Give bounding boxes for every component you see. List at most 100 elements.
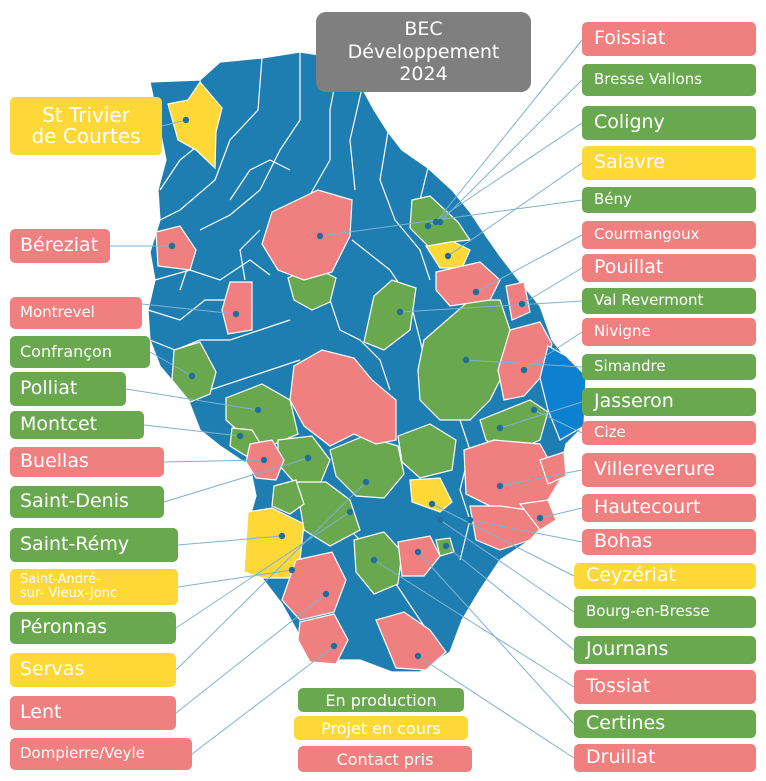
leader-line: [175, 511, 351, 629]
commune-bereziat: [155, 225, 197, 271]
leader-lines: [110, 39, 583, 759]
marker-dot: [462, 356, 470, 364]
label-servas: Servas: [10, 653, 176, 687]
marker-dot: [370, 556, 378, 564]
label-foissiat: Foissiat: [582, 22, 756, 56]
label-buellas: Buellas: [10, 447, 164, 477]
leader-line: [177, 569, 293, 588]
marker-dot: [428, 500, 436, 508]
leader-line: [399, 300, 583, 313]
commune-ceyzeriat: [409, 477, 453, 513]
leader-line: [175, 481, 367, 671]
commune-courmangoux: [435, 261, 501, 307]
label-pouillat: Pouillat: [582, 254, 756, 282]
marker-dot: [496, 482, 504, 490]
commune-dompierre: [297, 613, 349, 665]
label-polliat: Polliat: [10, 372, 126, 406]
marker-dot: [362, 478, 370, 486]
commune-saint-remy: [271, 479, 305, 515]
leader-line: [439, 79, 583, 223]
leader-line: [163, 459, 265, 463]
commune-montrevel: [221, 281, 253, 335]
leader-line: [319, 199, 583, 237]
commune-east-blue: [539, 345, 587, 441]
label-dompierre: Dompierre/Veyle: [10, 738, 192, 770]
label-confrancon: Confrançon: [10, 336, 150, 368]
label-certines: Certines: [574, 710, 756, 738]
leader-line: [539, 507, 583, 519]
marker-dot: [530, 406, 538, 414]
leader-line: [445, 545, 575, 651]
marker-dot: [518, 300, 526, 308]
leader-line: [533, 409, 583, 434]
label-saint-andre: Saint-André- sur- Vieux-Jonc: [10, 569, 178, 605]
commune-val-revermont-west: [363, 279, 417, 351]
commune-nivigne: [497, 321, 553, 401]
label-bresse-vallons: Bresse Vallons: [582, 64, 756, 96]
marker-dot: [236, 432, 244, 440]
label-jasseron: Jasseron: [582, 388, 756, 416]
marker-dot: [520, 366, 528, 374]
marker-dot: [414, 652, 422, 660]
marker-dot: [442, 542, 450, 550]
leader-line: [465, 359, 583, 368]
title-line-3: 2024: [399, 63, 448, 86]
marker-dot: [436, 218, 444, 226]
label-bourg-en-bresse: Bourg-en-Bresse: [574, 596, 756, 628]
marker-dot: [254, 406, 262, 414]
label-journans: Journans: [574, 636, 756, 664]
label-montrevel: Montrevel: [10, 297, 142, 329]
title-line-1: BEC: [404, 17, 443, 40]
label-peronnas: Péronnas: [10, 612, 176, 644]
leader-line: [469, 519, 583, 543]
commune-druillat: [375, 611, 447, 671]
label-bereziat: Béreziat: [10, 229, 110, 263]
leader-line: [475, 234, 583, 293]
marker-dot: [396, 308, 404, 316]
leader-line: [191, 645, 335, 755]
marker-dot: [436, 516, 444, 524]
marker-dot: [188, 372, 196, 380]
label-beny: Bény: [582, 187, 756, 213]
label-salavre: Salavre: [582, 146, 756, 180]
commune-lent: [281, 551, 347, 621]
label-coligny: Coligny: [582, 106, 756, 140]
label-st-trivier: St Trivier de Courtes: [10, 97, 162, 155]
label-simandre: Simandre: [582, 354, 756, 380]
leader-line: [125, 388, 259, 411]
marker-dot: [496, 424, 504, 432]
leader-line: [499, 469, 583, 487]
leader-line: [435, 39, 583, 223]
commune-foissiat: [261, 189, 353, 281]
marker-dot: [232, 310, 240, 318]
leader-line: [175, 593, 327, 714]
marker-dot: [330, 642, 338, 650]
marker-dot: [322, 590, 330, 598]
map-title: BEC Développement 2024: [316, 12, 531, 92]
legend-projet-en-cours: Projet en cours: [294, 716, 468, 740]
leader-line: [417, 655, 575, 759]
label-bohas: Bohas: [582, 529, 756, 555]
leader-line: [143, 424, 241, 437]
label-montcet: Montcet: [10, 411, 144, 439]
marker-dot: [288, 566, 296, 574]
marker-dot: [444, 252, 452, 260]
label-ceyzeriat: Ceyzériat: [574, 563, 756, 589]
marker-dot: [304, 454, 312, 462]
legend-contact-pris: Contact pris: [298, 746, 472, 772]
leader-line: [499, 401, 583, 429]
commune-tossiat: [397, 535, 441, 577]
marker-dot: [168, 242, 176, 250]
leader-line: [177, 535, 283, 546]
leader-line: [141, 303, 237, 315]
marker-dot: [260, 456, 268, 464]
marker-dot: [424, 222, 432, 230]
commune-peronnas: [295, 481, 361, 547]
commune-tossiat-area: [397, 423, 457, 479]
leader-line: [163, 457, 309, 503]
label-saint-denis: Saint-Denis: [10, 486, 164, 518]
leader-line: [431, 503, 575, 577]
label-druillat: Druillat: [574, 744, 756, 772]
title-line-2: Développement: [347, 40, 500, 63]
